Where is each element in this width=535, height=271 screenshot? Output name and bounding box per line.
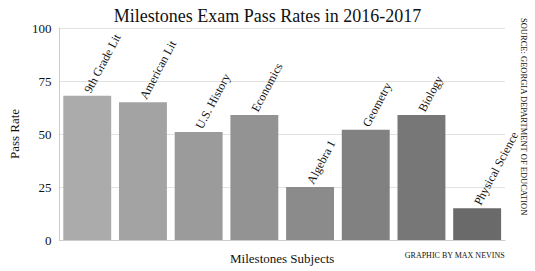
- svg-text:Algebra 1: Algebra 1: [304, 138, 339, 187]
- svg-text:GRAPHIC BY MAX NEVINS: GRAPHIC BY MAX NEVINS: [405, 251, 505, 260]
- svg-text:50: 50: [38, 127, 51, 142]
- svg-text:Milestones Subjects: Milestones Subjects: [230, 251, 334, 266]
- svg-text:Physical Science: Physical Science: [471, 129, 521, 207]
- svg-text:Pass Rate: Pass Rate: [7, 109, 22, 159]
- svg-text:25: 25: [38, 180, 51, 195]
- svg-text:U.S. History: U.S. History: [192, 71, 233, 131]
- svg-text:0: 0: [45, 233, 52, 248]
- svg-text:Geometry: Geometry: [360, 80, 395, 129]
- svg-text:Biology: Biology: [415, 74, 445, 115]
- svg-text:75: 75: [38, 74, 51, 89]
- svg-text:9th Grade Lit: 9th Grade Lit: [81, 31, 124, 95]
- svg-text:American Lit: American Lit: [137, 38, 180, 102]
- svg-text:SOURCE: GEORGIA DEPARTMENT OF: SOURCE: GEORGIA DEPARTMENT OF EDUCATION: [519, 18, 529, 215]
- svg-text:Milestones Exam Pass Rates in: Milestones Exam Pass Rates in 2016-2017: [114, 6, 421, 26]
- svg-text:100: 100: [32, 21, 52, 36]
- svg-text:Economics: Economics: [248, 60, 286, 114]
